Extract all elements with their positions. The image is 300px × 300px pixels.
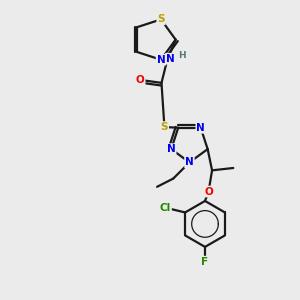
Text: F: F	[201, 256, 208, 267]
Text: N: N	[166, 54, 175, 64]
Text: N: N	[157, 55, 165, 65]
Text: N: N	[196, 123, 205, 133]
Text: N: N	[185, 158, 194, 167]
Text: S: S	[157, 14, 165, 24]
Text: N: N	[167, 144, 176, 154]
Text: S: S	[161, 122, 168, 132]
Text: H: H	[178, 51, 185, 60]
Text: Cl: Cl	[160, 203, 171, 213]
Text: O: O	[136, 75, 145, 85]
Text: O: O	[204, 187, 213, 196]
